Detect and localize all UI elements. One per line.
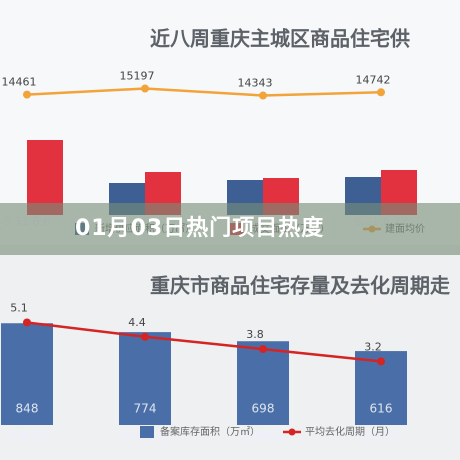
- line: [26, 321, 382, 363]
- line-point: [141, 84, 149, 93]
- line-value-label: 3.2: [364, 340, 382, 353]
- line-value-label: 15197: [120, 70, 155, 83]
- chart-title: 近八周重庆主城区商品住宅供: [150, 27, 410, 51]
- line-value-label: 4.4: [128, 316, 146, 329]
- line-value-label: 14343: [238, 77, 273, 90]
- x-tick-label: 21年4月: [360, 429, 403, 443]
- bar: [1, 323, 53, 425]
- x-tick-label: 21年3月: [242, 429, 285, 443]
- line-point: [23, 90, 31, 99]
- legend-label: 备案库存面积（万㎡）: [160, 425, 260, 438]
- bar-value-label: 698: [252, 402, 275, 416]
- line-point: [141, 332, 149, 341]
- line-point: [259, 345, 267, 354]
- legend-swatch: [140, 426, 154, 438]
- line-value-label: 5.1: [10, 301, 28, 314]
- bar-value-label: 616: [370, 402, 393, 416]
- line: [26, 87, 382, 97]
- line-point: [23, 318, 31, 327]
- line-value-label: 14742: [356, 73, 391, 86]
- line-point: [377, 357, 385, 366]
- line-value-label: 3.8: [246, 328, 264, 341]
- bar-value-label: 848: [16, 402, 39, 416]
- chart-title: 重庆市商品住宅存量及去化周期走: [150, 274, 450, 298]
- overlay-banner: 01月03日热门项目热度: [0, 203, 460, 255]
- legend-label: 平均去化周期（月）: [305, 425, 395, 438]
- line-point: [377, 88, 385, 97]
- x-tick-label: 21年1月: [6, 429, 49, 443]
- bar: [237, 341, 289, 425]
- bar: [119, 332, 171, 425]
- line-point: [259, 91, 267, 100]
- bar-value-label: 774: [134, 402, 157, 416]
- legend-swatch: [288, 428, 296, 436]
- line-value-label: 14461: [2, 76, 37, 89]
- bar: [27, 140, 63, 215]
